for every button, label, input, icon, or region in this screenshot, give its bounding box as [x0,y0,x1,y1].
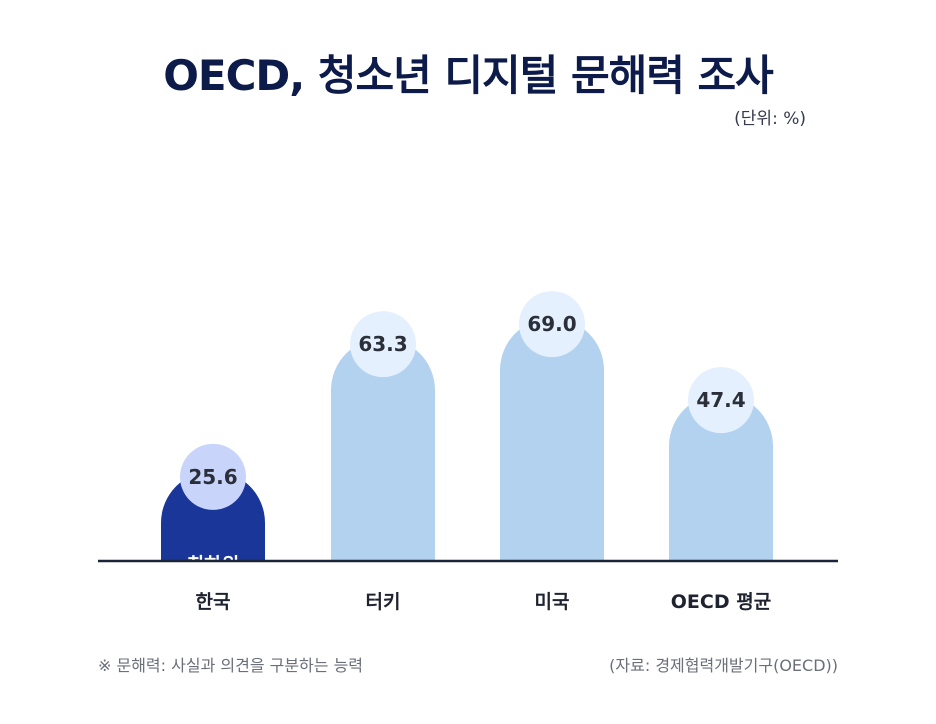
value-bubble-2 [519,291,585,358]
value-bubble-3 [688,367,754,434]
category-label-2: 미국 [535,591,570,613]
category-label-3: OECD 평균 [671,591,771,613]
value-label-3: 47.4 [696,388,745,412]
source-note: (자료: 경제협력개발기구(OECD)) [609,656,838,675]
unit-label: (단위: %) [734,109,806,129]
value-bubble-1 [350,311,416,378]
category-label-1: 터키 [366,591,401,613]
bar-2 [500,318,604,561]
bar-1 [331,338,436,561]
value-label-0: 25.6 [188,465,237,489]
value-bubble-0 [180,443,246,510]
category-label-0: 한국 [196,591,231,613]
highlight-label: 최하위 [187,554,239,576]
chart-title: OECD, 청소년 디지털 문해력 조사 [163,51,774,100]
value-label-1: 63.3 [358,332,407,356]
footnote: ※ 문해력: 사실과 의견을 구분하는 능력 [98,656,364,675]
bar-3 [669,394,773,561]
value-label-2: 69.0 [527,312,576,336]
